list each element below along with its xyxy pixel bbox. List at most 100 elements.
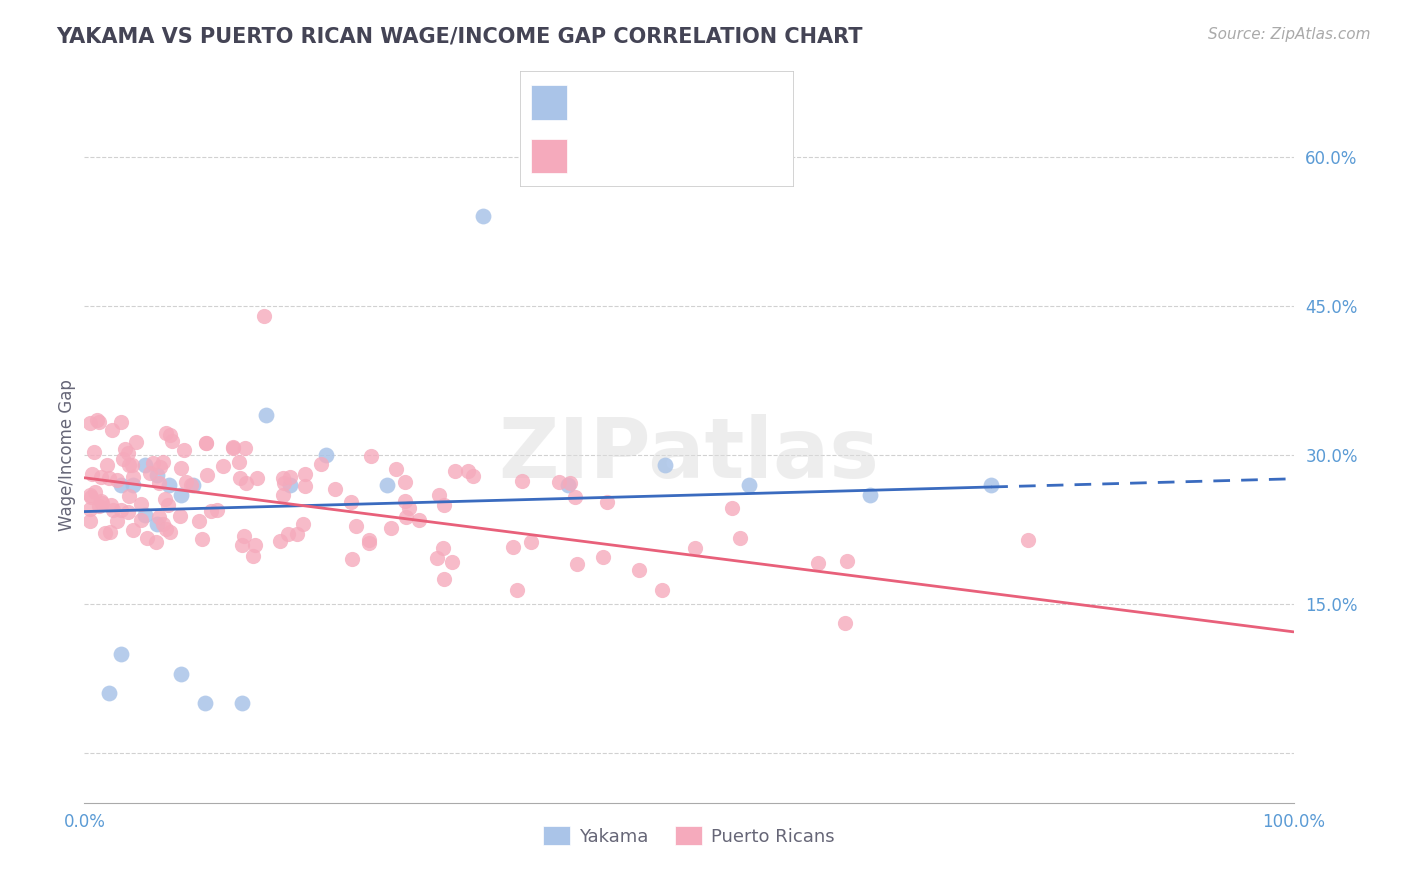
Point <box>155 522 177 536</box>
Point <box>181 477 204 491</box>
Point <box>567 557 589 571</box>
Point <box>100 498 122 512</box>
Point <box>156 498 179 512</box>
Point <box>212 459 235 474</box>
Point <box>271 488 294 502</box>
Point <box>110 503 132 517</box>
Point <box>277 527 299 541</box>
Point <box>129 513 152 527</box>
Point <box>243 538 266 552</box>
Point <box>228 455 250 469</box>
Point <box>170 488 193 502</box>
Point <box>229 471 252 485</box>
Point <box>564 490 586 504</box>
Point <box>170 666 193 681</box>
Point <box>427 488 450 502</box>
Point <box>159 428 181 442</box>
Point <box>357 535 380 549</box>
Point <box>344 519 367 533</box>
Point <box>323 482 346 496</box>
Point <box>90 470 112 484</box>
Point <box>432 541 454 555</box>
Point <box>169 509 191 524</box>
Point <box>394 475 416 489</box>
Point <box>254 408 277 422</box>
Point <box>548 475 571 489</box>
Text: R =: R = <box>578 146 609 164</box>
Point <box>980 477 1002 491</box>
Text: 24: 24 <box>734 94 759 112</box>
Point <box>245 471 267 485</box>
Point <box>176 475 198 489</box>
Point <box>205 503 228 517</box>
Point <box>596 494 619 508</box>
Point <box>134 508 156 522</box>
Point <box>233 529 256 543</box>
Point <box>628 563 651 577</box>
Point <box>221 440 243 454</box>
Point <box>269 533 291 548</box>
Point <box>309 457 332 471</box>
Point <box>117 446 139 460</box>
Point <box>472 210 495 224</box>
Point <box>278 477 301 491</box>
Point <box>191 532 214 546</box>
Point <box>145 535 167 549</box>
Point <box>426 550 449 565</box>
Point <box>315 448 337 462</box>
Point <box>510 475 533 489</box>
Point <box>110 477 132 491</box>
Point <box>188 514 211 528</box>
Point <box>394 494 416 508</box>
Point <box>834 615 856 630</box>
Text: 0.071: 0.071 <box>624 94 682 112</box>
Point <box>135 531 157 545</box>
Point <box>90 493 112 508</box>
Point <box>97 686 120 700</box>
Text: R =: R = <box>578 94 609 112</box>
Point <box>83 445 105 459</box>
Point <box>360 449 382 463</box>
Point <box>444 464 467 478</box>
Point <box>231 538 253 552</box>
Point <box>114 442 136 456</box>
Point <box>194 436 217 450</box>
Point <box>222 441 245 455</box>
Point <box>118 458 141 472</box>
Point <box>1017 533 1039 548</box>
Point <box>242 549 264 563</box>
Point <box>384 462 406 476</box>
Point <box>441 555 464 569</box>
Point <box>342 551 364 566</box>
Point <box>155 426 177 441</box>
Point <box>683 541 706 556</box>
Point <box>117 505 139 519</box>
Point <box>159 525 181 540</box>
Point <box>148 476 170 491</box>
Point <box>253 309 276 323</box>
Point <box>142 456 165 470</box>
Text: N =: N = <box>690 146 721 164</box>
Point <box>738 477 761 491</box>
Point <box>592 549 614 564</box>
Point <box>148 460 170 475</box>
Point <box>101 423 124 437</box>
Point <box>160 434 183 449</box>
Point <box>152 455 174 469</box>
Point <box>278 469 301 483</box>
Point <box>506 582 529 597</box>
Point <box>340 495 363 509</box>
Point <box>294 467 316 482</box>
Point <box>835 554 858 568</box>
Point <box>98 471 121 485</box>
Point <box>87 500 110 514</box>
Point <box>170 461 193 475</box>
Point <box>520 535 543 549</box>
Point <box>502 540 524 554</box>
Point <box>105 515 128 529</box>
Point <box>107 474 129 488</box>
Point <box>654 458 676 472</box>
Point <box>110 415 132 429</box>
Text: ZIPatlas: ZIPatlas <box>499 415 879 495</box>
Point <box>96 458 118 472</box>
